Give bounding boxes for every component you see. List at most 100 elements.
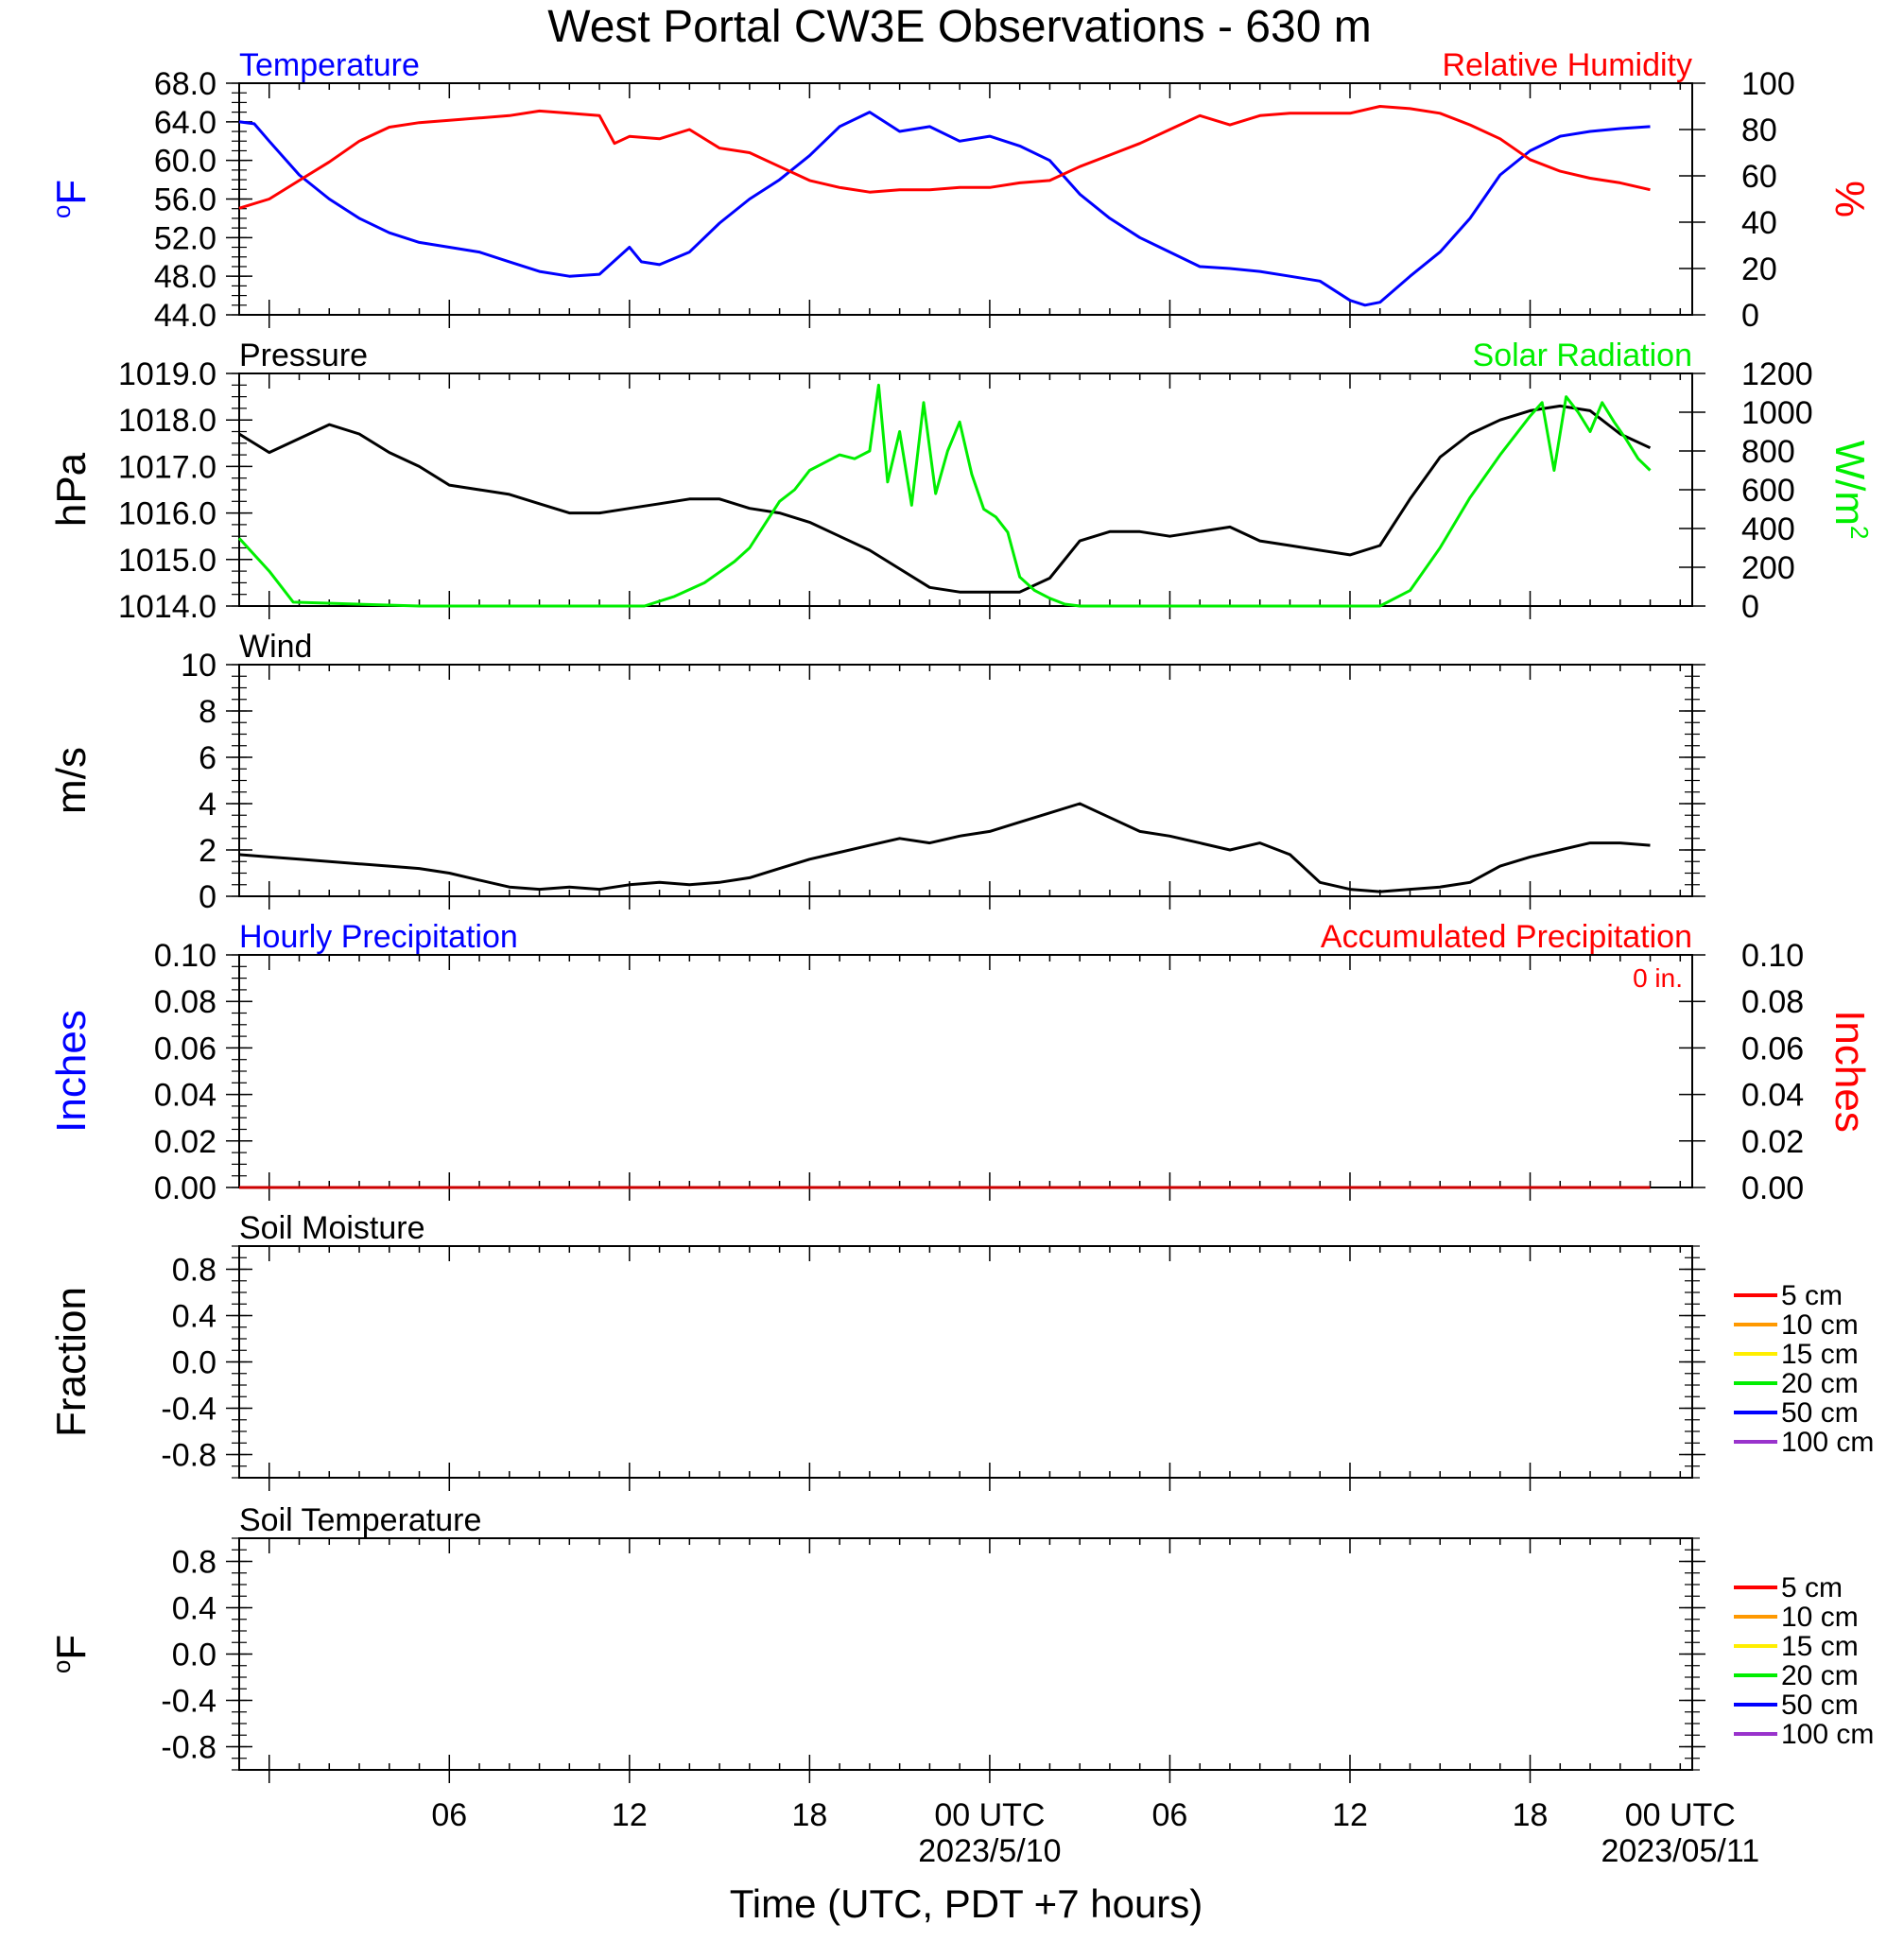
degree-symbol: o	[47, 1660, 76, 1673]
y-tick-label-left: 0.02	[154, 1124, 216, 1160]
x-date-label: 2023/05/11	[1601, 1833, 1759, 1869]
y-tick-label-left: -0.8	[161, 1438, 216, 1474]
y-tick-label-right: 200	[1741, 550, 1795, 586]
x-tick-label: 18	[1513, 1797, 1549, 1833]
panel-title-right: Relative Humidity	[1442, 47, 1692, 83]
x-tick-label: 12	[612, 1797, 648, 1833]
y-tick-label-right: 20	[1741, 251, 1777, 287]
y-tick-label-left: 1017.0	[118, 449, 216, 485]
degree-symbol: o	[47, 205, 76, 218]
y-tick-label-right: 0.08	[1741, 984, 1804, 1020]
y-tick-label-right: 100	[1741, 66, 1795, 102]
y-tick-label-left: 0.08	[154, 984, 216, 1020]
legend-label: 5 cm	[1781, 1280, 1843, 1311]
figure-title: West Portal CW3E Observations - 630 m	[547, 2, 1371, 52]
legend-label: 15 cm	[1781, 1631, 1859, 1662]
y-tick-label-right: 0.00	[1741, 1170, 1804, 1206]
precip-total-annotation: 0 in.	[1633, 963, 1683, 993]
y-tick-label-left: 10	[181, 648, 216, 684]
y-tick-label-left: 0.8	[172, 1545, 216, 1581]
series-wind	[238, 802, 1651, 893]
y-tick-label-left: 4	[199, 787, 216, 823]
x-tick-label: 06	[1152, 1797, 1188, 1833]
y-tick-label-left: 52.0	[154, 220, 216, 256]
y-tick-label-right: 0.10	[1741, 938, 1804, 974]
y-axis-label-right: %	[1826, 181, 1873, 217]
y-axis-label-left: m/s	[48, 747, 95, 814]
series-relative-humidity	[238, 105, 1651, 210]
y-axis-label-right: Inches	[1826, 1010, 1873, 1133]
y-tick-label-right: 0.06	[1741, 1031, 1804, 1066]
y-tick-label-left: 1019.0	[118, 356, 216, 392]
unit-text: W/m	[1826, 441, 1873, 526]
legend-label: 10 cm	[1781, 1602, 1859, 1633]
y-tick-label-left: 64.0	[154, 105, 216, 141]
unit-text: F	[48, 1635, 95, 1660]
y-tick-label-right: 0	[1741, 298, 1759, 334]
y-tick-label-left: 68.0	[154, 66, 216, 102]
y-tick-label-right: 800	[1741, 434, 1795, 470]
y-tick-label-left: 1015.0	[118, 543, 216, 579]
y-tick-label-left: 1018.0	[118, 403, 216, 439]
panel-title-right: Solar Radiation	[1473, 338, 1692, 373]
y-tick-label-left: 60.0	[154, 144, 216, 180]
panel-pressure: 1014.0 1015.0 1016.0 1017.0 1018.0 1019.0 0200…	[48, 338, 1874, 625]
y-tick-label-left: 1014.0	[118, 589, 216, 625]
x-axis-label: Time (UTC, PDT +7 hours)	[730, 1881, 1203, 1926]
series-solar-radiation	[237, 383, 1652, 608]
legend-label: 10 cm	[1781, 1309, 1859, 1341]
panel-title-left: Soil Temperature	[239, 1502, 481, 1538]
y-tick-label-right: 600	[1741, 473, 1795, 509]
panel-title-right: Accumulated Precipitation	[1321, 919, 1692, 955]
legend-label: 100 cm	[1781, 1427, 1874, 1458]
legend-label: 20 cm	[1781, 1368, 1859, 1399]
y-tick-label-right: 0.04	[1741, 1078, 1804, 1114]
y-tick-label-left: 0.10	[154, 938, 216, 974]
y-tick-label-right: 40	[1741, 205, 1777, 241]
y-tick-label-left: 44.0	[154, 298, 216, 334]
y-tick-label-left: 2	[199, 833, 216, 869]
legend-label: 20 cm	[1781, 1660, 1859, 1691]
legend-label: 100 cm	[1781, 1719, 1874, 1750]
y-tick-label-right: 1000	[1741, 395, 1813, 431]
panel-temperature: 44.048.052.056.060.064.068.0 0 20 40 60 80 100…	[47, 47, 1873, 334]
y-axis-label-right: W/m2	[1826, 441, 1874, 540]
y-tick-label-left: 0.8	[172, 1253, 216, 1289]
legend-label: 50 cm	[1781, 1397, 1859, 1429]
y-tick-label-left: 48.0	[154, 259, 216, 295]
x-tick-label: 12	[1332, 1797, 1368, 1833]
panel-title-left: Hourly Precipitation	[239, 919, 518, 955]
y-tick-label-left: 0	[199, 879, 216, 915]
y-tick-label-left: 0.0	[172, 1345, 216, 1381]
y-tick-label-left: 0.00	[154, 1170, 216, 1206]
y-tick-label-left: 0.4	[172, 1591, 216, 1627]
panel-title-left: Wind	[239, 629, 312, 665]
y-axis-label-left: Inches	[48, 1010, 95, 1133]
y-tick-label-left: 0.0	[172, 1638, 216, 1673]
y-tick-label-left: 6	[199, 740, 216, 776]
y-tick-label-left: -0.8	[161, 1730, 216, 1766]
y-tick-label-right: 400	[1741, 511, 1795, 547]
legend-label: 50 cm	[1781, 1690, 1859, 1721]
y-tick-label-right: 60	[1741, 159, 1777, 195]
y-tick-label-left: 56.0	[154, 182, 216, 218]
x-tick-label: 00 UTC	[934, 1797, 1045, 1833]
y-tick-label-right: 0	[1741, 589, 1759, 625]
panel-wind: 0 2 4 6 8 10 Wind m/s	[48, 629, 1705, 915]
panel-hourly-precipitation: 0.00 0.02 0.04 0.06 0.08 0.10 0.00 0.02 0.04 0.06…	[48, 919, 1873, 1206]
x-tick-label: 06	[431, 1797, 467, 1833]
panel-title-left: Temperature	[239, 47, 420, 83]
y-tick-label-left: 1016.0	[118, 496, 216, 532]
series-pressure	[238, 404, 1652, 594]
y-tick-label-left: -0.4	[161, 1684, 216, 1720]
y-tick-label-left: 0.06	[154, 1031, 216, 1066]
y-tick-label-left: 0.4	[172, 1299, 216, 1335]
x-tick-label: 00 UTC	[1625, 1797, 1736, 1833]
y-tick-label-right: 80	[1741, 113, 1777, 148]
y-tick-label-right: 0.02	[1741, 1124, 1804, 1160]
y-axis-label-left: hPa	[48, 452, 95, 527]
legend-label: 5 cm	[1781, 1572, 1843, 1603]
superscript: 2	[1845, 526, 1874, 539]
